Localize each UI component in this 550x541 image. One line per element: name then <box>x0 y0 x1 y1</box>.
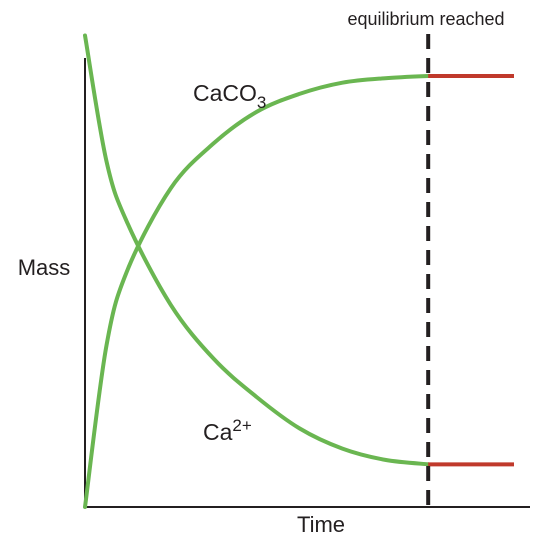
x-axis-label: Time <box>297 512 345 537</box>
series-layer <box>83 33 514 509</box>
series-label-ca: Ca2+ <box>203 416 252 445</box>
axes <box>84 58 530 508</box>
series-line-1 <box>83 33 431 467</box>
y-axis-label: Mass <box>18 255 71 280</box>
equilibrium-label: equilibrium reached <box>347 9 504 29</box>
series-line-0 <box>83 74 431 509</box>
series-label-caco3: CaCO3 <box>193 80 266 112</box>
